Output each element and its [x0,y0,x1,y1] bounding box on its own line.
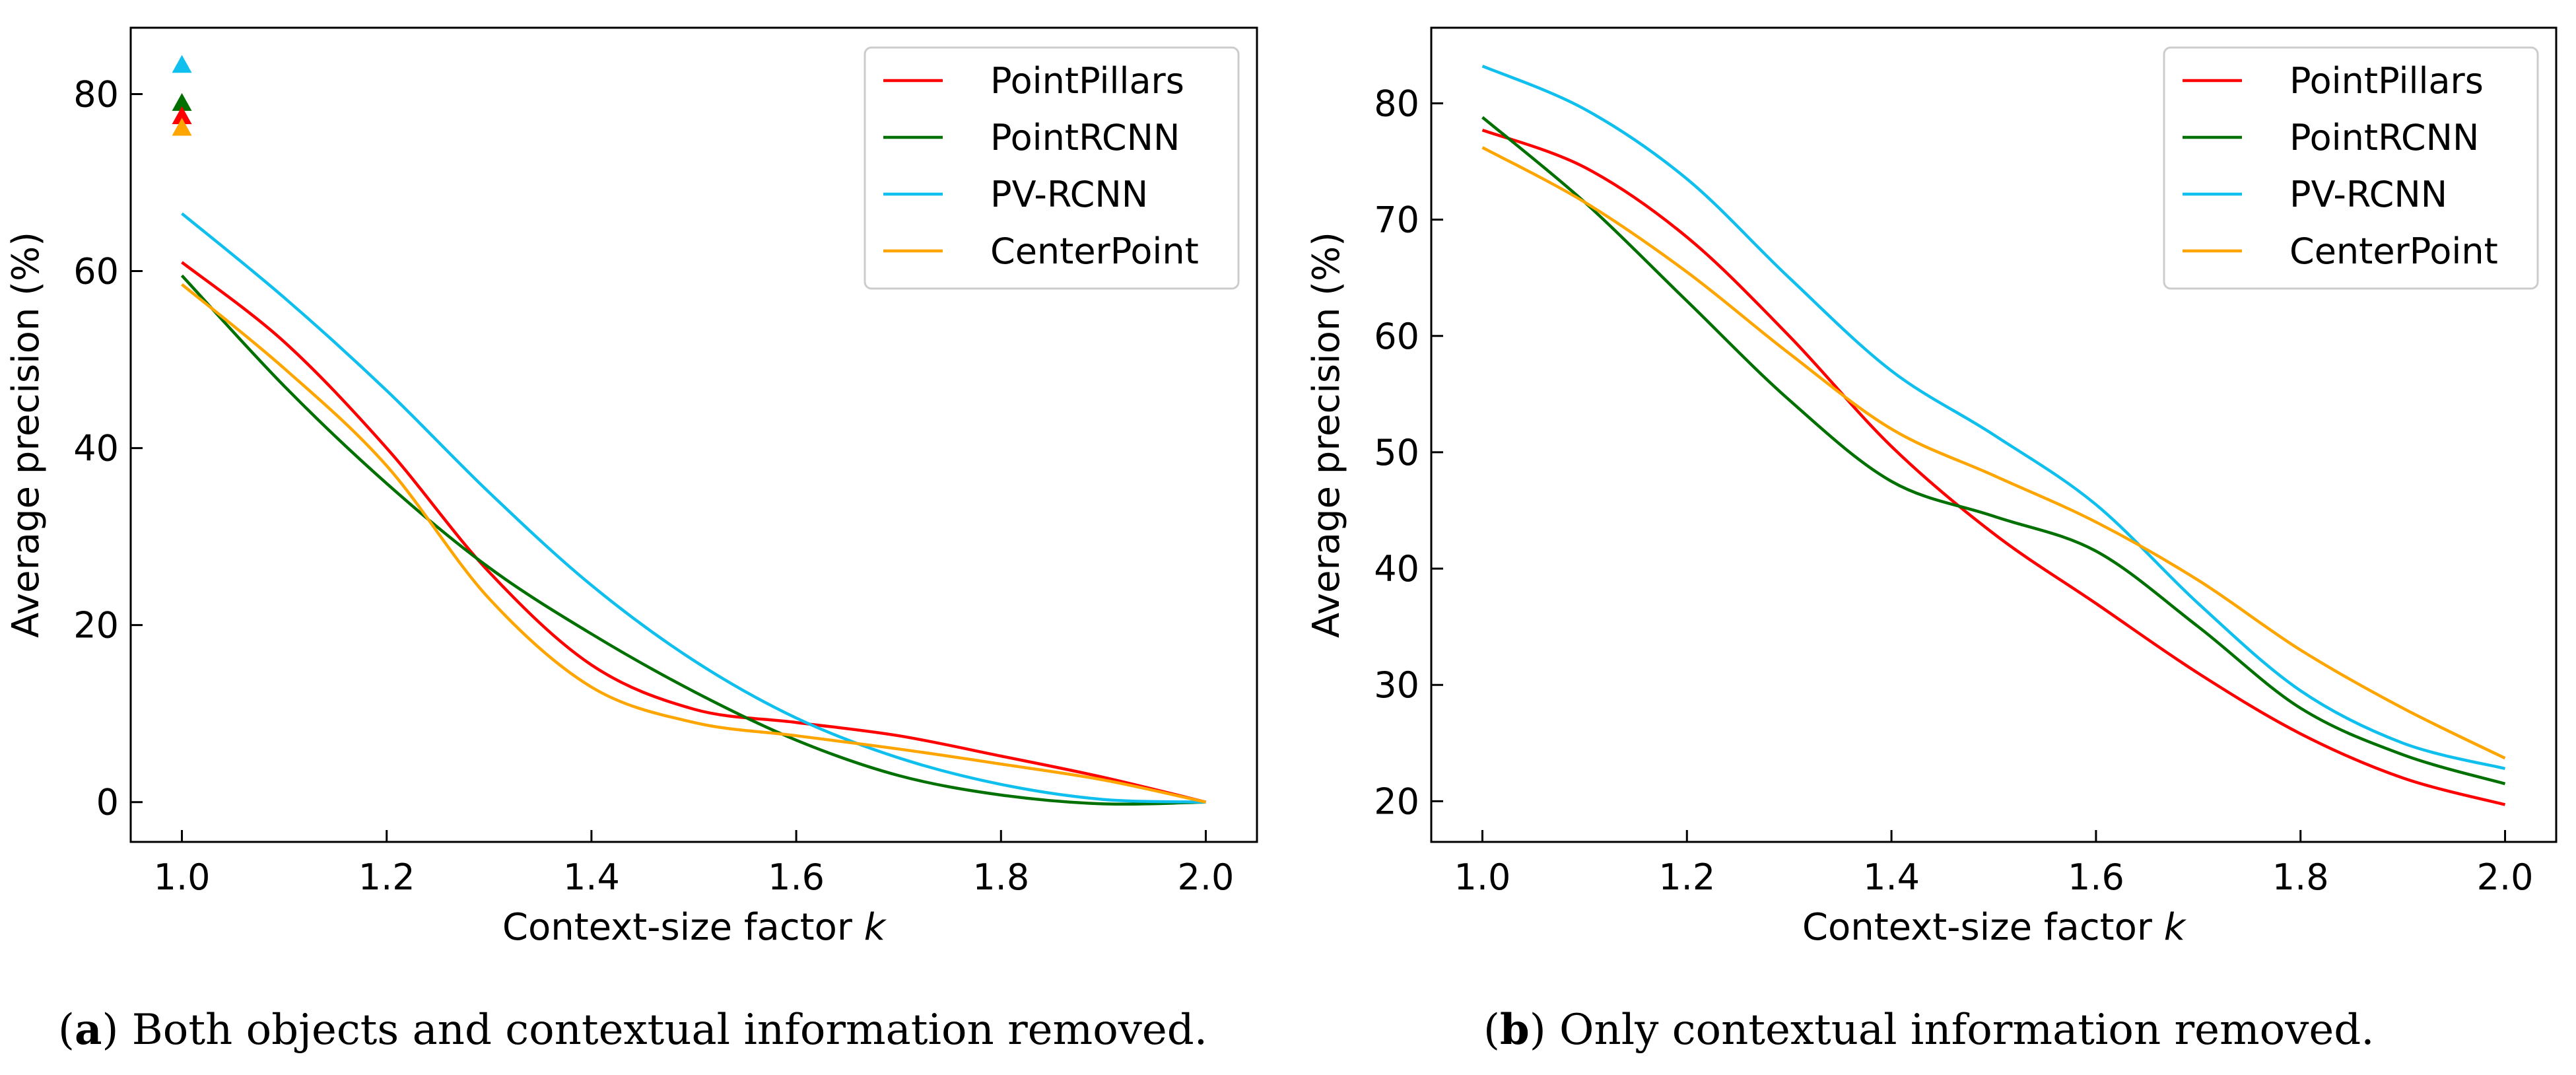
caption-a-label: a [74,1005,102,1055]
series-line-pointrcnn [1481,116,2506,786]
legend-label: PointPillars [990,60,1184,102]
panel-b-chart: 1.0 1.2 1.4 1.6 1.8 2.0 20 30 40 50 60 70 80 Context-… [1305,26,2558,949]
y-tick-label: 60 [1374,316,1419,357]
legend-label: PV-RCNN [990,174,1148,215]
x-axis-label: Context-size factor k [1802,906,2187,949]
legend-box [2163,46,2539,290]
legend-box [864,46,1240,290]
y-tick-label: 20 [73,605,119,646]
legend: PointPillars PointRCNN PV-RCNN CenterPoint [2163,46,2539,290]
x-tick-label: 1.0 [1454,856,1511,898]
legend-label: PV-RCNN [2289,174,2447,215]
y-tick-label: 0 [96,782,119,823]
x-tick-label: 1.6 [2068,856,2124,898]
marker-pointrcnn [172,92,192,111]
panel-a-chart: 1.0 1.2 1.4 1.6 1.8 2.0 0 20 40 60 80 Context-size … [5,26,1258,949]
series-line-centerpoint [181,283,1206,804]
legend-label: PointPillars [2289,60,2484,102]
x-tick-label: 1.4 [563,856,620,898]
series-line-pointpillars [181,261,1207,804]
y-tick-label: 80 [1374,83,1419,124]
marker-centerpoint [172,118,192,136]
y-tick-label: 40 [73,428,119,469]
caption-a-text: ) Both objects and contextual informatio… [102,1006,1208,1055]
legend-label: CenterPoint [2289,230,2498,272]
series-line-centerpoint [1481,146,2506,760]
series-line-pv-rcnn [181,212,1206,804]
series-line-pointpillars [1481,128,2506,806]
marker-pv-rcnn [172,55,192,73]
x-tick-label: 1.8 [972,856,1029,898]
x-tick-label: 1.8 [2272,856,2329,898]
series-line-pv-rcnn [1481,65,2506,771]
y-tick-label: 30 [1374,664,1419,706]
legend-label: PointRCNN [990,117,1180,158]
x-tick-label: 1.4 [1863,856,1920,898]
x-tick-label: 1.2 [1658,856,1715,898]
series-line-pointrcnn [180,274,1206,806]
y-tick-label: 20 [1374,780,1419,822]
x-tick-label: 1.2 [358,856,415,898]
axes-frame [1430,26,2558,843]
y-tick-label: 40 [1374,548,1419,590]
y-tick-label: 70 [1374,199,1419,241]
caption-b-text: ) Only contextual information removed. [1529,1006,2375,1055]
legend-label: PointRCNN [2289,117,2479,158]
y-axis-label: Average precision (%) [5,232,48,638]
marker-pointpillars [172,106,192,125]
y-tick-label: 50 [1374,432,1419,473]
x-tick-label: 1.0 [154,856,211,898]
y-tick-label: 60 [73,251,119,293]
x-axis-label: Context-size factor k [502,906,887,949]
y-axis-label: Average precision (%) [1305,232,1348,638]
axes-frame [129,26,1258,843]
x-tick-label: 2.0 [1178,856,1235,898]
legend: PointPillars PointRCNN PV-RCNN CenterPoint [864,46,1240,290]
caption-b-label: b [1499,1005,1530,1055]
y-tick-label: 80 [73,74,119,116]
legend-label: CenterPoint [990,230,1199,272]
caption-a: (a) Both objects and contextual informat… [58,1005,1208,1055]
caption-b: (b) Only contextual information removed. [1483,1005,2375,1055]
x-tick-label: 1.6 [768,856,825,898]
x-tick-label: 2.0 [2477,856,2534,898]
